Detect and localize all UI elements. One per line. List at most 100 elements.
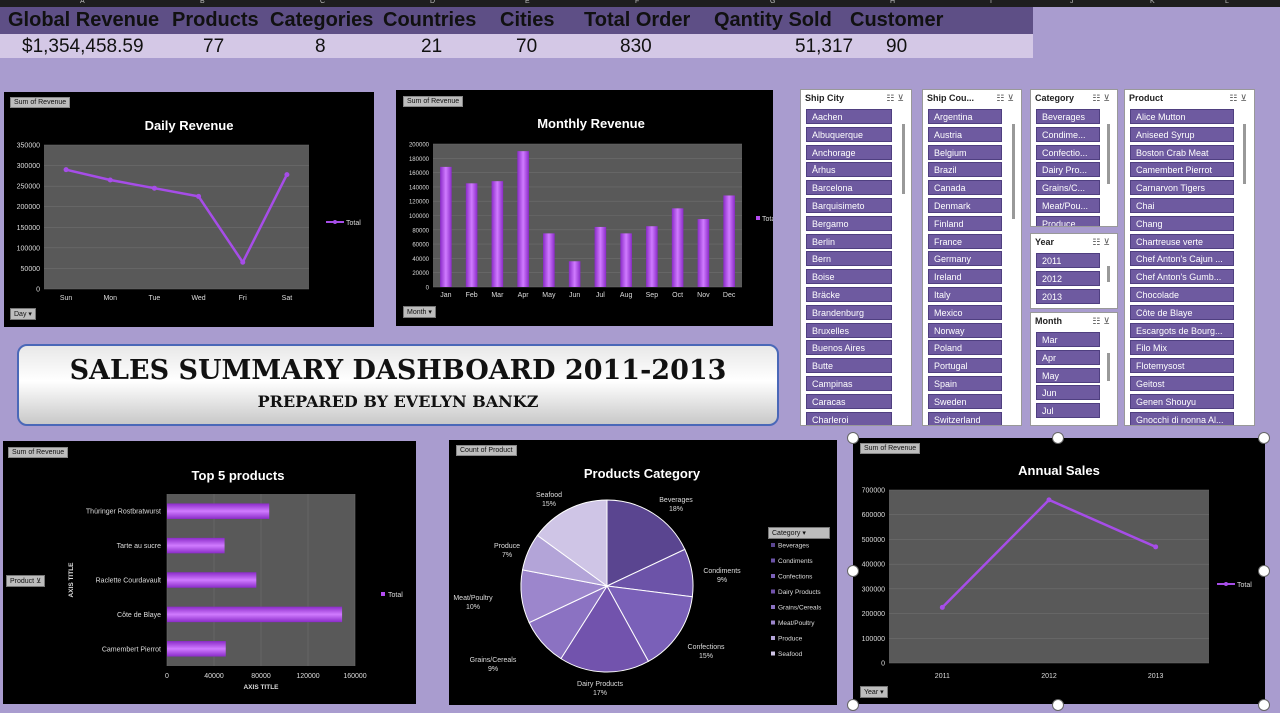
slicer-item[interactable]: Condime... bbox=[1036, 126, 1100, 142]
column-letter[interactable]: H bbox=[890, 0, 896, 5]
slicer-item[interactable]: Caracas bbox=[806, 393, 892, 409]
slicer-item[interactable]: Filo Mix bbox=[1130, 340, 1234, 356]
column-letter[interactable]: E bbox=[525, 0, 530, 5]
clear-filter-icon[interactable]: ⊻ bbox=[897, 93, 907, 103]
top5-products-chart[interactable]: Sum of Revenue Top 5 products 0 40000 8000… bbox=[3, 441, 416, 704]
resize-handle[interactable] bbox=[847, 565, 859, 577]
clear-filter-icon[interactable]: ⊻ bbox=[1103, 93, 1113, 103]
slicer-item[interactable]: Mar bbox=[1036, 332, 1100, 347]
slicer-item[interactable]: Anchorage bbox=[806, 144, 892, 160]
slicer-item[interactable]: Butte bbox=[806, 358, 892, 374]
value-field-pill[interactable]: Sum of Revenue bbox=[8, 447, 69, 458]
column-letter[interactable]: I bbox=[990, 0, 992, 5]
kpi-value-products[interactable]: 77 bbox=[203, 36, 225, 57]
slicer-item[interactable]: Barcelona bbox=[806, 180, 892, 196]
slicer-item[interactable]: Canada bbox=[928, 180, 1002, 196]
slicer-item[interactable]: Boise bbox=[806, 269, 892, 285]
resize-handle[interactable] bbox=[1052, 432, 1064, 444]
column-letter[interactable]: D bbox=[430, 0, 436, 5]
slicer-item[interactable]: Bergamo bbox=[806, 215, 892, 231]
multi-select-icon[interactable]: ☷ bbox=[1092, 237, 1104, 247]
category-slicer[interactable]: Category ☷⊻ Beverages Condime... Confectio… bbox=[1030, 89, 1118, 227]
ship-city-slicer[interactable]: Ship City ☷⊻ Aachen Albuquerque Anchorage Å… bbox=[800, 89, 912, 426]
slicer-item[interactable]: Buenos Aires bbox=[806, 340, 892, 356]
kpi-header[interactable]: Customer bbox=[850, 9, 944, 31]
slicer-item[interactable]: Brandenburg bbox=[806, 304, 892, 320]
column-letter[interactable]: B bbox=[200, 0, 205, 5]
slicer-item[interactable]: Switzerland bbox=[928, 411, 1002, 425]
slicer-item[interactable]: Austria bbox=[928, 126, 1002, 142]
slicer-item[interactable]: Chef Anton's Cajun ... bbox=[1130, 251, 1234, 267]
slicer-item[interactable]: Confectio... bbox=[1036, 144, 1100, 160]
month-slicer[interactable]: Month ☷⊻ Mar Apr May Jun Jul bbox=[1030, 312, 1118, 426]
slicer-item[interactable]: Portugal bbox=[928, 358, 1002, 374]
scrollbar[interactable] bbox=[1107, 124, 1110, 184]
column-letter[interactable]: G bbox=[770, 0, 776, 5]
kpi-header[interactable]: Products bbox=[172, 9, 259, 31]
column-letter[interactable]: J bbox=[1070, 0, 1074, 5]
slicer-item[interactable]: Berlin bbox=[806, 233, 892, 249]
slicer-item[interactable]: Jun bbox=[1036, 385, 1100, 401]
kpi-value-categories[interactable]: 8 bbox=[315, 36, 326, 57]
slicer-item[interactable]: Apr bbox=[1036, 349, 1100, 365]
slicer-item[interactable]: Geitost bbox=[1130, 376, 1234, 391]
scrollbar[interactable] bbox=[1107, 266, 1110, 282]
year-filter-button[interactable]: Year ▾ bbox=[860, 686, 888, 698]
slicer-item[interactable]: Chocolade bbox=[1130, 287, 1234, 302]
kpi-value-cities[interactable]: 70 bbox=[516, 36, 538, 57]
slicer-item[interactable]: May bbox=[1036, 367, 1100, 383]
slicer-item[interactable]: Genen Shouyu bbox=[1130, 393, 1234, 409]
column-letter[interactable]: F bbox=[635, 0, 640, 5]
slicer-item[interactable]: Poland bbox=[928, 340, 1002, 356]
clear-filter-icon[interactable]: ⊻ bbox=[1103, 316, 1113, 326]
slicer-item[interactable]: Carnarvon Tigers bbox=[1130, 180, 1234, 196]
slicer-item[interactable]: Albuquerque bbox=[806, 126, 892, 142]
resize-handle[interactable] bbox=[1258, 565, 1270, 577]
kpi-value-customers[interactable]: 90 bbox=[886, 36, 908, 57]
slicer-item[interactable]: Beverages bbox=[1036, 109, 1100, 124]
year-slicer[interactable]: Year ☷⊻ 2011 2012 2013 bbox=[1030, 233, 1118, 309]
slicer-item[interactable]: 2013 bbox=[1036, 288, 1100, 304]
scrollbar[interactable] bbox=[1243, 124, 1246, 184]
multi-select-icon[interactable]: ☷ bbox=[1229, 93, 1241, 103]
slicer-item[interactable]: Barquisimeto bbox=[806, 198, 892, 213]
slicer-item[interactable]: Campinas bbox=[806, 376, 892, 391]
slicer-item[interactable]: Norway bbox=[928, 322, 1002, 338]
slicer-item[interactable]: Dairy Pro... bbox=[1036, 162, 1100, 178]
multi-select-icon[interactable]: ☷ bbox=[1092, 93, 1104, 103]
slicer-item[interactable]: 2012 bbox=[1036, 270, 1100, 286]
kpi-header[interactable]: Qantity Sold bbox=[714, 9, 832, 31]
slicer-item[interactable]: 2011 bbox=[1036, 253, 1100, 268]
product-slicer[interactable]: Product ☷⊻ Alice Mutton Aniseed Syrup Bost… bbox=[1124, 89, 1255, 426]
ship-country-slicer[interactable]: Ship Cou... ☷⊻ Argentina Austria Belgium Br… bbox=[922, 89, 1022, 426]
kpi-header[interactable]: Cities bbox=[500, 9, 555, 31]
monthly-revenue-chart[interactable]: Sum of Revenue Monthly Revenue 0 20000 400… bbox=[396, 90, 773, 326]
slicer-item[interactable]: Finland bbox=[928, 215, 1002, 231]
slicer-item[interactable]: Chai bbox=[1130, 198, 1234, 213]
slicer-item[interactable]: Alice Mutton bbox=[1130, 109, 1234, 124]
slicer-item[interactable]: Mexico bbox=[928, 304, 1002, 320]
clear-filter-icon[interactable]: ⊻ bbox=[1103, 237, 1113, 247]
kpi-header[interactable]: Countries bbox=[383, 9, 477, 31]
kpi-value-countries[interactable]: 21 bbox=[421, 36, 443, 57]
resize-handle[interactable] bbox=[847, 699, 859, 711]
resize-handle[interactable] bbox=[1258, 432, 1270, 444]
slicer-item[interactable]: Boston Crab Meat bbox=[1130, 144, 1234, 160]
slicer-item[interactable]: France bbox=[928, 233, 1002, 249]
column-letter[interactable]: A bbox=[80, 0, 85, 5]
slicer-item[interactable]: Argentina bbox=[928, 109, 1002, 124]
kpi-header[interactable]: Categories bbox=[270, 9, 374, 31]
slicer-item[interactable]: Bräcke bbox=[806, 287, 892, 302]
slicer-item[interactable]: Flotemysost bbox=[1130, 358, 1234, 374]
product-filter-button[interactable]: Product ⊻ bbox=[6, 575, 46, 587]
kpi-value-revenue[interactable]: $1,354,458.59 bbox=[22, 36, 144, 57]
slicer-item[interactable]: Chef Anton's Gumb... bbox=[1130, 269, 1234, 285]
slicer-item[interactable]: Århus bbox=[806, 162, 892, 178]
multi-select-icon[interactable]: ☷ bbox=[1092, 316, 1104, 326]
slicer-item[interactable]: Charleroi bbox=[806, 411, 892, 425]
slicer-item[interactable]: Germany bbox=[928, 251, 1002, 267]
slicer-item[interactable]: Denmark bbox=[928, 198, 1002, 213]
column-letter[interactable]: K bbox=[1150, 0, 1155, 5]
day-filter-button[interactable]: Day ▾ bbox=[10, 308, 36, 320]
slicer-item[interactable]: Meat/Pou... bbox=[1036, 198, 1100, 213]
